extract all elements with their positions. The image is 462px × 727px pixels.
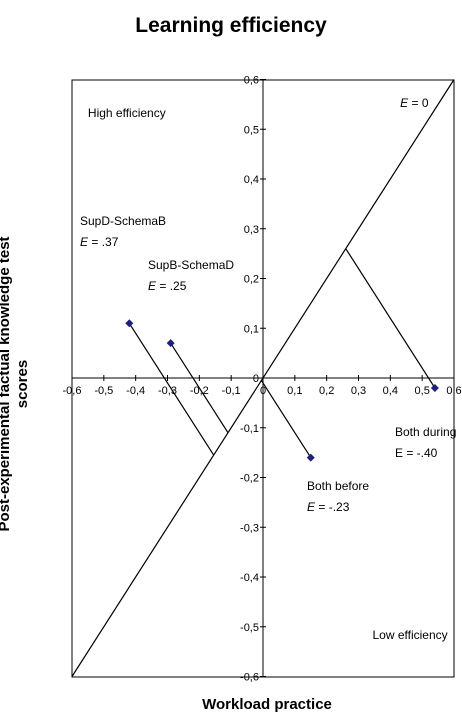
y-tick-label: 0,5 [244,124,259,136]
x-tick-label: -0,1 [222,385,241,397]
efficiency-connector-line [170,342,229,434]
x-tick-label: 0,3 [351,385,366,397]
data-point-marker [430,383,439,392]
data-point-marker [166,339,175,348]
x-tick-label: 0,1 [287,385,302,397]
efficiency-connector-line [345,248,436,389]
x-tick-label: 0,4 [383,385,398,397]
reference-line-e0 [71,79,455,677]
y-tick-label: 0 [253,373,259,385]
y-tick-label: -0,4 [240,572,259,584]
y-tick-label: -0,6 [240,672,259,684]
data-point-efficiency-label: E = -.40 [395,446,438,460]
x-tick-label: 0,6 [446,385,461,397]
x-tick-label: 0,5 [415,385,430,397]
data-point-name-label: Both during [395,425,456,439]
corner-label-low-efficiency: Low efficiency [372,628,447,642]
data-point-marker [125,319,134,328]
data-point-name-label: SupB-SchemaD [148,258,234,272]
efficiency-connector-line [260,380,312,458]
data-point-efficiency-label: E = -.23 [307,500,350,514]
corner-label-high-efficiency: High efficiency [88,106,166,120]
x-tick-label: -0,5 [94,385,113,397]
y-tick-label: -0,3 [240,522,259,534]
data-point-efficiency-label: E = .37 [80,235,119,249]
y-tick-label: 0,6 [244,75,259,87]
x-tick-label: -0,3 [158,385,177,397]
reference-line-label: E = 0 [400,96,429,110]
x-axis-label: Workload practice [202,696,332,713]
y-tick-label: -0,5 [240,622,259,634]
data-point-marker [306,453,315,462]
x-tick-label: 0 [260,385,266,397]
y-tick-label: 0,1 [244,323,259,335]
y-tick-label: 0,2 [244,274,259,286]
data-point-name-label: SupD-SchemaB [80,214,166,228]
y-tick-label: 0,3 [244,224,259,236]
chart-title: Learning efficiency [135,14,327,37]
data-point-name-label: Both before [307,479,369,493]
data-point-efficiency-label: E = .25 [148,279,187,293]
y-tick-label: 0,4 [244,174,259,186]
x-tick-label: -0,2 [190,385,209,397]
x-tick-label: 0,2 [319,385,334,397]
x-tick-label: -0,4 [126,385,145,397]
y-tick-label: -0,1 [240,423,259,435]
efficiency-connector-line [128,322,215,456]
y-tick-label: -0,2 [240,473,259,485]
x-tick-label: -0,6 [63,385,82,397]
